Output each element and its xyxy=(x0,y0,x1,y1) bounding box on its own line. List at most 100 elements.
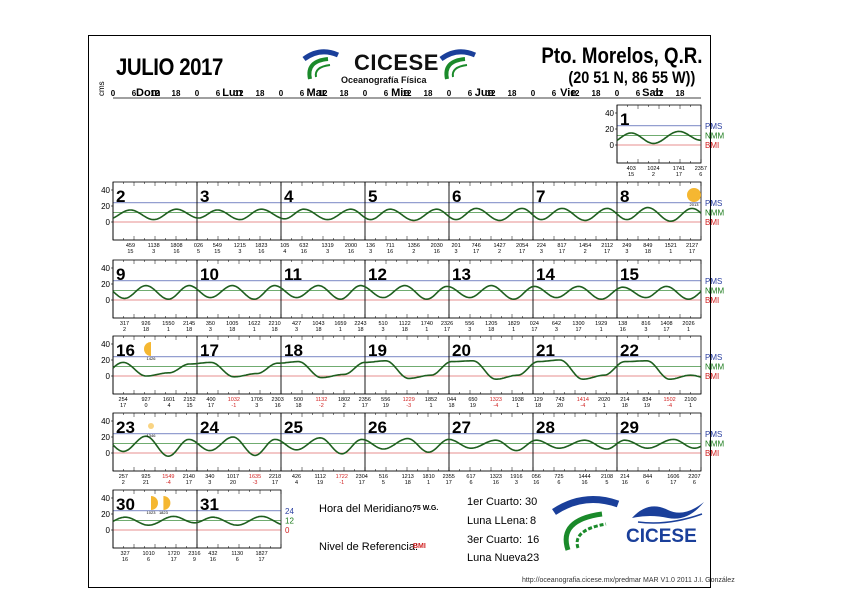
tide-time-label: 1929 xyxy=(595,321,607,327)
tide-time-label: 2145 xyxy=(183,321,195,327)
tide-height-label: 3 xyxy=(515,480,518,486)
moon-first-quarter-day: 30 xyxy=(525,496,538,508)
tide-height-label: 18 xyxy=(645,249,651,255)
tide-time-label: 426 xyxy=(292,474,301,480)
hour-tick-label: 12 xyxy=(655,89,664,98)
tide-height-label: 1 xyxy=(600,327,603,333)
tide-height-label: 6 xyxy=(469,480,472,486)
tide-height-label: 16 xyxy=(533,480,539,486)
tide-time-label: 136 xyxy=(366,243,375,249)
moon-full-day: 8 xyxy=(530,515,537,527)
brand-name: CICESE xyxy=(354,50,439,75)
day-number: 10 xyxy=(200,265,219,284)
tide-time-label: 2357 xyxy=(695,166,707,172)
tide-time-label: 129 xyxy=(534,397,543,403)
day-name-label: Dom xyxy=(136,87,161,99)
month-title: JULIO 2017 xyxy=(116,54,223,81)
tide-time-label: 1319 xyxy=(321,243,333,249)
tide-curve xyxy=(112,435,702,457)
tide-height-label: 4 xyxy=(295,480,298,486)
legend-pms: PMS xyxy=(705,199,722,208)
tide-time-label: 224 xyxy=(537,243,546,249)
day-number: 24 xyxy=(200,418,219,437)
y-tick-label: 20 xyxy=(101,356,110,365)
day-number: 12 xyxy=(368,265,387,284)
tide-height-label: 20 xyxy=(557,403,563,409)
hour-tick-label: 18 xyxy=(424,89,433,98)
y-tick-label: 20 xyxy=(101,202,110,211)
tide-time-label: 1622 xyxy=(248,321,260,327)
hour-tick-label: 18 xyxy=(508,89,517,98)
tide-curve xyxy=(616,130,701,145)
y-tick-label: 40 xyxy=(101,417,110,426)
day-number: 31 xyxy=(200,495,219,514)
y-tick-label: 0 xyxy=(106,449,111,458)
tide-time-label: 1300 xyxy=(572,321,584,327)
tide-height-label: 18 xyxy=(405,480,411,486)
day-number: 13 xyxy=(452,265,471,284)
day-number: 18 xyxy=(284,341,303,360)
tide-height-label: 18 xyxy=(186,327,192,333)
tide-height-label: 16 xyxy=(275,403,281,409)
tide-time-label: 1444 xyxy=(578,474,590,480)
tide-time-label: 138 xyxy=(618,321,627,327)
tide-height-label: 1 xyxy=(430,403,433,409)
tide-height-label: 16 xyxy=(620,327,626,333)
tide-height-label: -4 xyxy=(166,480,171,486)
tide-time-label: 1356 xyxy=(408,243,420,249)
day-name-label: Lun xyxy=(222,87,242,99)
moon-caption: 1426 xyxy=(147,356,157,361)
tide-time-label: 1215 xyxy=(234,243,246,249)
tide-time-label: 026 xyxy=(194,243,203,249)
tide-time-label: 2030 xyxy=(431,243,443,249)
tide-time-label: 725 xyxy=(554,474,563,480)
moon-last-quarter-label: 3er Cuarto: xyxy=(467,534,523,546)
tide-height-label: 3 xyxy=(455,249,458,255)
tide-height-label: 17 xyxy=(689,249,695,255)
tide-curve xyxy=(112,359,702,380)
tide-height-label: 18 xyxy=(229,327,235,333)
legend-nmm: NMM xyxy=(705,208,724,217)
tide-height-label: 2 xyxy=(122,480,125,486)
tide-time-label: 556 xyxy=(465,321,474,327)
day-name-label: Vie xyxy=(560,87,576,99)
tide-time-label: 500 xyxy=(294,397,303,403)
day-number: 15 xyxy=(620,265,639,284)
tide-height-label: 1 xyxy=(516,403,519,409)
day-number: 19 xyxy=(368,341,387,360)
hour-tick-label: 0 xyxy=(531,89,536,98)
tide-height-label: 17 xyxy=(663,327,669,333)
tide-time-label: 2218 xyxy=(269,474,281,480)
meridian-value: 75 W.G. xyxy=(413,505,439,512)
tide-time-label: 926 xyxy=(141,321,150,327)
location-name: Pto. Morelos, Q.R. xyxy=(540,43,702,68)
tide-height-label: 6 xyxy=(646,480,649,486)
hour-tick-label: 18 xyxy=(592,89,601,98)
tide-time-label: 1205 xyxy=(485,321,497,327)
tide-time-label: 1635 xyxy=(249,474,261,480)
tide-height-label: 1 xyxy=(669,249,672,255)
tide-height-label: 1 xyxy=(427,480,430,486)
legend-pms: PMS xyxy=(705,277,722,286)
tide-height-label: 3 xyxy=(152,249,155,255)
tide-height-label: 3 xyxy=(468,327,471,333)
tide-height-label: -2 xyxy=(319,403,324,409)
hour-tick-label: 12 xyxy=(487,89,496,98)
tide-time-label: 254 xyxy=(119,397,128,403)
tide-time-label: 427 xyxy=(292,321,301,327)
y-tick-label: 20 xyxy=(605,125,614,134)
tide-curve xyxy=(112,515,282,526)
tide-height-label: 17 xyxy=(604,249,610,255)
tide-time-label: 925 xyxy=(141,474,150,480)
tide-height-label: 17 xyxy=(446,480,452,486)
tide-height-label: 18 xyxy=(535,403,541,409)
y-tick-label: 40 xyxy=(101,186,110,195)
tide-height-label: 6 xyxy=(699,172,702,178)
tide-height-label: 18 xyxy=(143,327,149,333)
tide-time-label: 510 xyxy=(378,321,387,327)
side-scale-bmi: 0 xyxy=(285,526,290,535)
hour-tick-label: 0 xyxy=(111,89,116,98)
tide-height-label: 18 xyxy=(449,403,455,409)
tide-time-label: 1606 xyxy=(667,474,679,480)
tide-height-label: -1 xyxy=(339,480,344,486)
